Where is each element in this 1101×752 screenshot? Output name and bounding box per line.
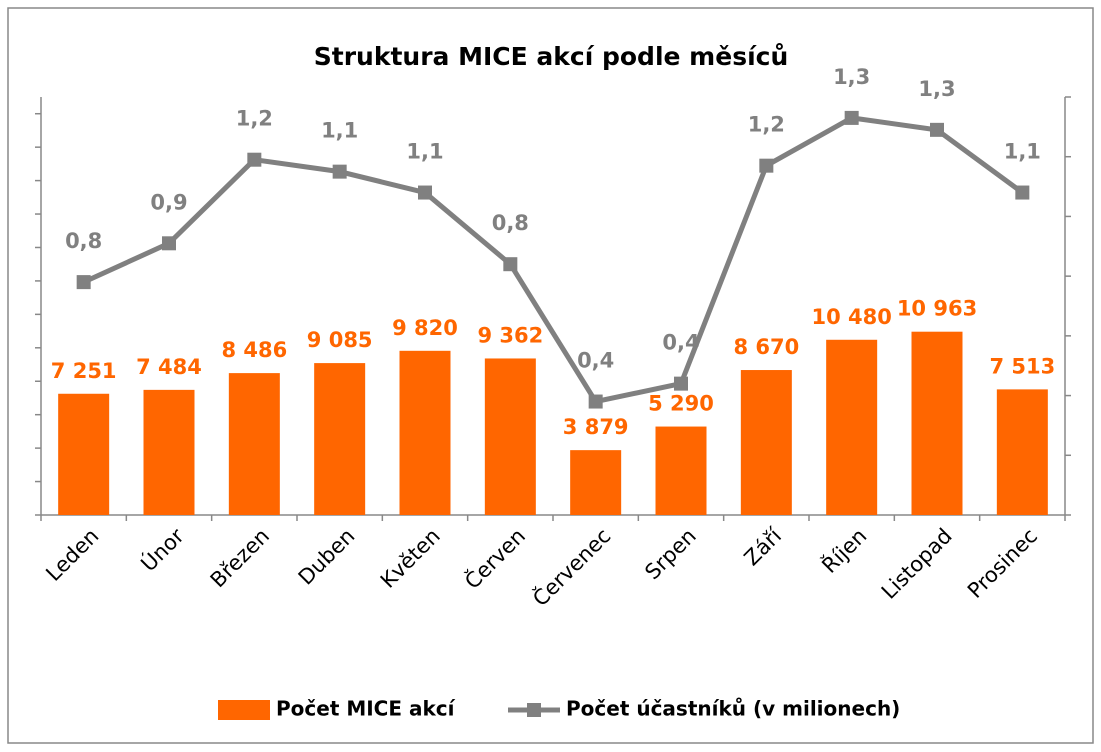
bar	[570, 450, 622, 515]
line-value-label: 0,4	[577, 349, 614, 373]
bar	[143, 389, 195, 515]
line-marker	[162, 236, 176, 251]
bar-value-label: 8 670	[733, 335, 799, 359]
line-marker	[503, 257, 518, 272]
line-value-label: 0,8	[65, 229, 102, 253]
line-value-label: 1,3	[918, 77, 955, 101]
line-value-label: 0,8	[492, 211, 529, 235]
bar-value-label: 7 513	[989, 354, 1055, 378]
line-value-label: 0,9	[150, 190, 187, 214]
bar-value-label: 9 820	[392, 316, 458, 340]
legend-label: Počet MICE akcí	[276, 697, 456, 721]
bar	[996, 389, 1048, 515]
legend-label: Počet účastníků (v milionech)	[566, 697, 900, 721]
line-value-label: 1,1	[1004, 140, 1041, 164]
bar-value-label: 7 251	[51, 359, 117, 383]
line-marker	[674, 376, 688, 391]
bar-value-label: 9 085	[307, 328, 373, 352]
legend-swatch	[218, 700, 270, 720]
line-marker	[332, 164, 347, 179]
bar	[655, 426, 707, 515]
bar	[911, 331, 963, 515]
line-value-label: 1,2	[236, 107, 273, 131]
line-marker	[418, 185, 432, 200]
line-marker	[247, 152, 262, 167]
line-marker	[76, 275, 91, 290]
bar	[314, 363, 366, 515]
bar	[399, 350, 451, 515]
line-value-label: 0,4	[662, 331, 699, 355]
bar-value-label: 10 963	[897, 297, 977, 321]
bar-value-label: 5 290	[648, 392, 714, 416]
line-marker	[1015, 185, 1030, 200]
chart-title: Struktura MICE akcí podle měsíců	[314, 42, 789, 71]
legend-swatch-marker	[527, 703, 541, 717]
bar-value-label: 9 362	[477, 323, 543, 347]
bar	[58, 393, 110, 515]
bar-value-label: 7 484	[136, 355, 202, 379]
bar-value-label: 8 486	[221, 338, 287, 362]
line-value-label: 1,2	[748, 113, 785, 137]
bar	[484, 358, 536, 515]
line-value-label: 1,1	[406, 140, 443, 164]
bar	[826, 339, 878, 515]
line	[82, 115, 1024, 405]
bar	[228, 373, 280, 515]
line-marker	[588, 394, 603, 409]
bar	[740, 370, 792, 515]
line-value-label: 1,1	[321, 119, 358, 143]
line-value-label: 1,3	[833, 65, 870, 89]
line-marker	[844, 110, 859, 125]
line-marker	[930, 122, 944, 137]
bar-value-label: 3 879	[563, 415, 629, 439]
bar-value-label: 10 480	[811, 305, 891, 329]
line-marker	[759, 158, 774, 173]
